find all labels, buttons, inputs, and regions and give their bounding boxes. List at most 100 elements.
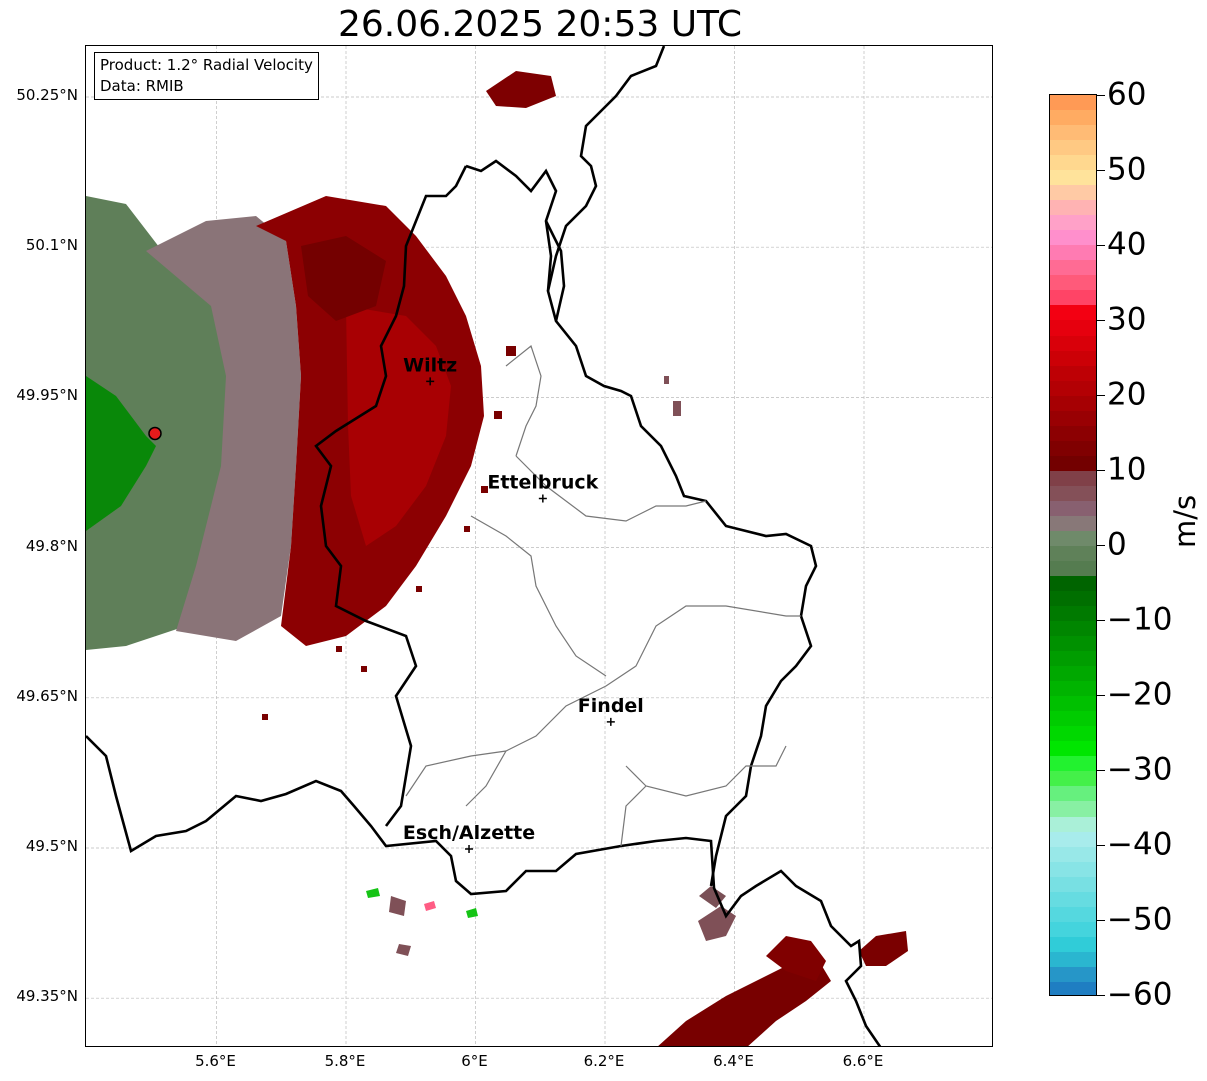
country-borders	[86, 46, 882, 1046]
map-title: 26.06.2025 20:53 UTC	[337, 4, 743, 45]
colorbar-tick	[1097, 320, 1105, 321]
colorbar-segment	[1050, 861, 1096, 877]
colorbar-segment	[1050, 891, 1096, 907]
colorbar-segment	[1050, 110, 1096, 126]
lon-tick-label: 5.6°E	[195, 1052, 236, 1070]
lon-tick-label: 5.8°E	[324, 1052, 366, 1070]
colorbar-segment	[1050, 846, 1096, 862]
colorbar-tick	[1097, 170, 1105, 171]
colorbar-segment	[1050, 515, 1096, 531]
colorbar-segment	[1050, 155, 1096, 171]
colorbar-segment	[1050, 95, 1096, 111]
colorbar-tick-label: 10	[1107, 451, 1147, 488]
colorbar-tick	[1097, 695, 1105, 696]
colorbar-segment	[1050, 906, 1096, 922]
colorbar-segment	[1050, 200, 1096, 216]
colorbar-tick-label: 0	[1107, 526, 1127, 563]
echo-outbound-dark	[301, 236, 386, 321]
colorbar-segment	[1050, 606, 1096, 622]
colorbar-segment	[1050, 455, 1096, 471]
city-label: Ettelbruck	[487, 472, 598, 494]
colorbar-segment	[1050, 500, 1096, 516]
colorbar-tick	[1097, 845, 1105, 846]
colorbar-segment	[1050, 951, 1096, 967]
echo-cell-southeast	[658, 956, 831, 1046]
colorbar-segment	[1050, 380, 1096, 396]
city-label: Wiltz	[403, 354, 457, 376]
city-markers: Wiltz Ettelbruck Findel Esch/Alzette	[403, 354, 644, 854]
colorbar-segment	[1050, 741, 1096, 757]
colorbar-segment	[1050, 621, 1096, 637]
colorbar-segment	[1050, 876, 1096, 892]
echo-dots-pink	[424, 901, 436, 911]
colorbar-unit: m/s	[1168, 494, 1202, 548]
colorbar-tick	[1097, 95, 1105, 96]
colorbar-segment	[1050, 711, 1096, 727]
colorbar-segment	[1050, 966, 1096, 982]
colorbar-segment	[1050, 410, 1096, 426]
border-lux-east	[465, 159, 818, 887]
border-lux-south-loop	[544, 220, 566, 322]
colorbar-segment	[1050, 530, 1096, 546]
colorbar-segment	[1050, 140, 1096, 156]
border-lux-west	[314, 165, 468, 827]
lon-tick-label: 6.6°E	[842, 1052, 884, 1070]
radar-map: Wiltz Ettelbruck Findel Esch/Alzette	[85, 45, 993, 1047]
colorbar-tick	[1097, 920, 1105, 921]
colorbar-tick-label: −60	[1107, 976, 1173, 1013]
lon-tick-label: 6°E	[461, 1052, 488, 1070]
colorbar-tick	[1097, 395, 1105, 396]
colorbar-segment	[1050, 651, 1096, 667]
colorbar-segment	[1050, 230, 1096, 246]
echo-dots-south	[389, 896, 411, 956]
colorbar-segment	[1050, 125, 1096, 141]
colorbar-segment	[1050, 215, 1096, 231]
echo-neutral-grey	[146, 216, 301, 641]
colorbar-segment	[1050, 801, 1096, 817]
colorbar-segment	[1050, 485, 1096, 501]
colorbar-segment	[1050, 816, 1096, 832]
colorbar-tick-label: −40	[1107, 826, 1173, 863]
colorbar-tick-label: 30	[1107, 301, 1147, 338]
colorbar-tick	[1097, 770, 1105, 771]
colorbar-tick-label: −20	[1107, 676, 1173, 713]
colorbar-segment	[1050, 335, 1096, 351]
lat-tick-label: 49.65°N	[16, 686, 78, 705]
border-germany-belgium-north	[546, 46, 666, 292]
echo-dots-green	[366, 888, 478, 918]
lat-tick-label: 49.8°N	[25, 536, 78, 555]
city-marker	[606, 717, 615, 726]
colorbar-segment	[1050, 365, 1096, 381]
border-lux-belgium-germany	[86, 735, 882, 1046]
colorbar-segment	[1050, 395, 1096, 411]
colorbar-segment	[1050, 260, 1096, 276]
city-label: Findel	[578, 695, 644, 717]
colorbar-tick-label: 50	[1107, 151, 1147, 188]
echo-inbound-green	[86, 376, 156, 531]
colorbar-tick	[1097, 245, 1105, 246]
colorbar-segment	[1050, 666, 1096, 682]
city-label: Esch/Alzette	[403, 822, 535, 844]
colorbar-segment	[1050, 320, 1096, 336]
colorbar-segment	[1050, 545, 1096, 561]
colorbar-segment	[1050, 275, 1096, 291]
colorbar-segment	[1050, 185, 1096, 201]
colorbar-segment	[1050, 831, 1096, 847]
radar-map-svg: Wiltz Ettelbruck Findel Esch/Alzette	[86, 46, 992, 1046]
city-marker	[465, 845, 474, 854]
colorbar-tick	[1097, 470, 1105, 471]
echo-cell-north	[486, 71, 556, 108]
radar-site-marker	[148, 426, 162, 441]
lat-tick-label: 49.95°N	[16, 386, 78, 405]
echo-cell-southeast-2	[766, 936, 826, 981]
canton-boundary	[405, 344, 801, 847]
echo-receding-green	[86, 196, 241, 650]
colorbar-segment	[1050, 771, 1096, 787]
lon-tick-label: 6.4°E	[713, 1052, 754, 1070]
colorbar-tick-label: 20	[1107, 376, 1147, 413]
colorbar-tick-label: −30	[1107, 751, 1173, 788]
product-label: Product: 1.2° Radial Velocity	[100, 56, 313, 74]
colorbar-tick-label: 60	[1107, 76, 1147, 113]
colorbar-segment	[1050, 756, 1096, 772]
colorbar-tick-label: −50	[1107, 901, 1173, 938]
